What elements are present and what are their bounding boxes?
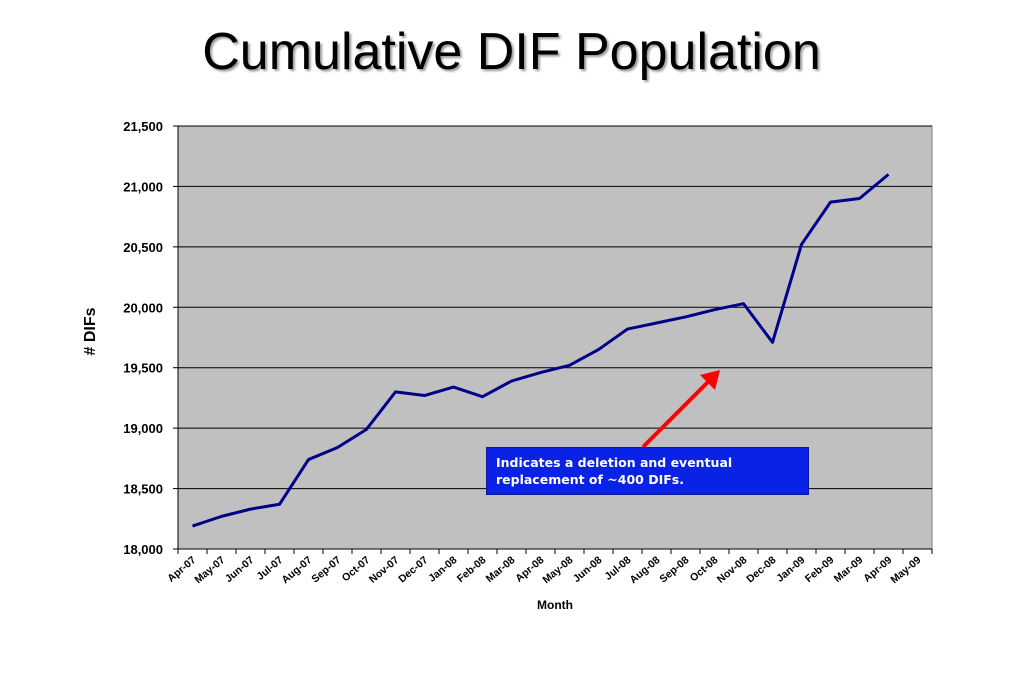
x-tick-label: Jun-08 (571, 554, 605, 585)
x-tick-label: Oct-07 (340, 554, 373, 584)
y-tick-label: 18,000 (123, 542, 163, 557)
x-tick-label: May-07 (192, 554, 227, 586)
x-tick-label: Mar-09 (832, 554, 866, 585)
x-tick-labels: Apr-07May-07Jun-07Jul-07Aug-07Sep-07Oct-… (165, 554, 923, 586)
annotation-callout: Indicates a deletion and eventual replac… (486, 447, 809, 495)
x-tick-label: Sep-07 (309, 554, 343, 585)
x-tick-label: Apr-08 (513, 554, 546, 585)
x-tick-label: Dec-07 (396, 554, 430, 585)
x-tick-label: Oct-08 (688, 554, 721, 584)
x-tick-label: May-09 (888, 554, 923, 586)
y-tick-label: 20,000 (123, 300, 163, 315)
annotation-text: Indicates a deletion and eventual replac… (496, 455, 733, 487)
x-tick-label: Mar-08 (484, 554, 518, 585)
x-tick-label: Feb-09 (803, 554, 837, 585)
y-tick-label: 18,500 (123, 482, 163, 497)
data-series (192, 173, 890, 528)
x-tick-label: Jun-07 (223, 554, 257, 585)
arrow-shaft (641, 374, 716, 449)
x-tick-label: Dec-08 (744, 554, 778, 585)
arrow-head (700, 370, 720, 390)
annotation-arrow (641, 370, 720, 449)
gridlines (178, 125, 932, 550)
x-tick-label: Apr-07 (165, 554, 198, 585)
y-tick-label: 19,000 (123, 421, 163, 436)
x-tick-label: Jan-08 (426, 554, 459, 585)
y-axis-label: # DIFs (82, 307, 99, 355)
y-tick-label: 21,500 (123, 119, 163, 134)
series-line-0 (192, 173, 890, 528)
x-tick-label: Nov-08 (715, 554, 750, 586)
x-tick-label: Aug-07 (279, 554, 314, 586)
axes (173, 125, 933, 554)
y-tick-label: 20,500 (123, 240, 163, 255)
x-tick-label: May-08 (540, 554, 575, 586)
y-tick-labels: 18,000 18,500 19,000 19,500 20,000 20,500 21,0… (123, 119, 163, 557)
x-tick-label: Apr-09 (861, 554, 894, 585)
x-tick-label: Nov-07 (367, 554, 402, 586)
x-tick-label: Feb-08 (455, 554, 489, 585)
x-tick-label: Jan-09 (774, 554, 807, 585)
y-tick-label: 21,000 (123, 179, 163, 194)
x-axis-label: Month (537, 598, 573, 612)
x-tick-label: Sep-08 (657, 554, 691, 585)
y-tick-label: 19,500 (123, 361, 163, 376)
x-tick-label: Aug-08 (627, 554, 662, 586)
slide-title: Cumulative DIF Population (202, 23, 821, 81)
